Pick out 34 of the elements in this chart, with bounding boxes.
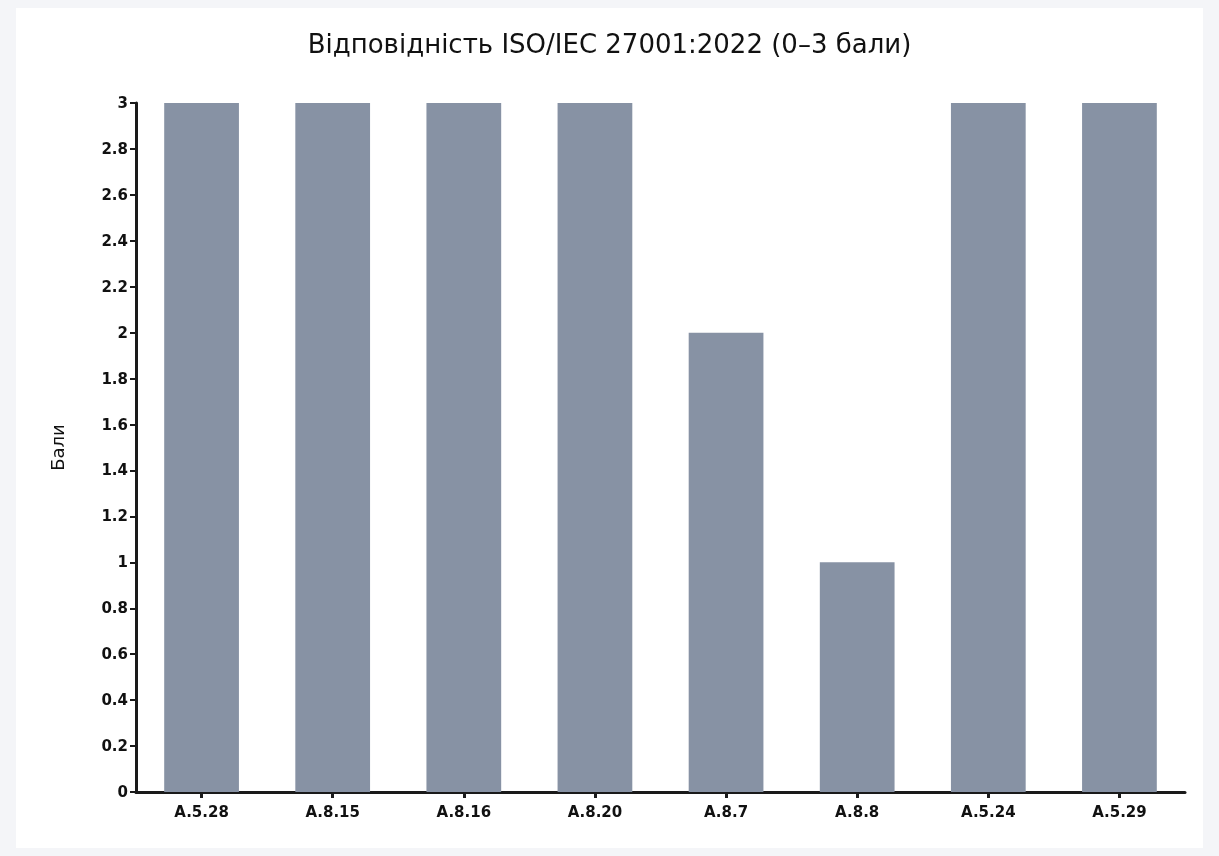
bar [557,103,633,792]
y-axis-title: Бали [46,424,68,471]
x-tick-label: A.8.15 [305,802,360,821]
y-tick-label: 2 [117,323,128,342]
y-tick-label: 2.4 [101,231,128,250]
y-tick-label: 0.8 [101,599,128,618]
y-tick-label: 0.2 [101,737,128,756]
x-tick-label: A.8.7 [703,802,749,821]
y-tick-label: 0 [117,783,128,801]
y-tick-label: 1.6 [101,415,128,434]
y-tick-label: 0.4 [101,691,128,710]
y-tick-label: 1 [117,553,128,572]
bar [295,103,371,792]
x-tick-label: A.8.20 [567,802,623,821]
y-tick-label: 2.6 [101,185,128,204]
x-tick-label: A.5.24 [961,802,1016,821]
y-tick-label: 3 [117,94,128,112]
y-tick-label: 2.8 [101,139,128,158]
x-tick-label: A.8.8 [835,802,880,821]
y-tick-label: 0.6 [101,645,128,664]
y-tick-label: 1.4 [101,461,128,480]
bar [819,562,895,792]
bar [426,103,502,792]
y-tick-label: 1.2 [101,507,128,526]
bar [950,103,1026,792]
chart-title: Відповідність ISO/IEC 27001:2022 (0–3 бали) [307,29,912,59]
bar [164,103,239,792]
x-tick-label: A.5.29 [1092,802,1147,821]
bar [688,332,764,792]
x-tick-label: A.8.16 [436,802,492,821]
y-tick-label: 1.8 [101,369,128,388]
x-tick-label: A.5.28 [174,802,229,821]
bar [1082,103,1157,792]
y-tick-label: 2.2 [101,277,128,296]
